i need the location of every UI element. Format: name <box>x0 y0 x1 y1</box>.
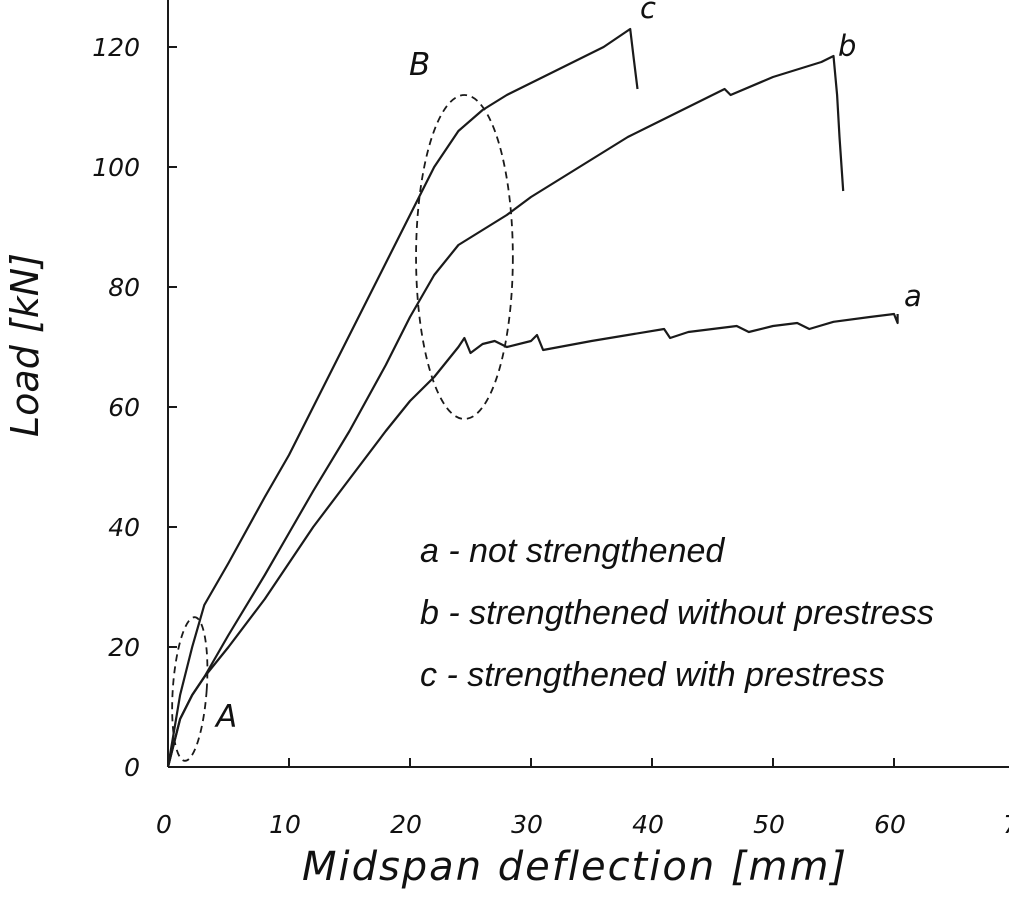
series-curves <box>166 27 899 768</box>
x-tick-label: 60 <box>874 810 906 839</box>
x-tick-label: 40 <box>632 810 664 839</box>
y-axis-title: Load [kN] <box>3 253 47 437</box>
x-tick-label: 10 <box>269 810 301 839</box>
region-b-label: B <box>409 47 430 83</box>
y-tick-label: 40 <box>108 513 140 542</box>
series-line-a <box>166 312 899 768</box>
highlight-regions <box>171 94 514 762</box>
legend-entry-a: a - not strengthened <box>420 532 725 570</box>
region-b-ellipse <box>415 94 514 420</box>
legend: a - not strengthened b - strengthened wi… <box>420 532 934 694</box>
y-tick-label: 120 <box>92 33 140 62</box>
y-tick-label: 60 <box>108 393 140 422</box>
x-tick-label: 7 <box>1003 810 1009 839</box>
legend-entry-b: b - strengthened without prestress <box>420 594 934 632</box>
y-axis-ticks: 0 20 40 60 80 100 120 <box>92 33 177 782</box>
series-line-b <box>166 54 845 768</box>
x-axis-ticks: 0 10 20 30 40 50 60 7 <box>156 758 1009 839</box>
y-tick-label: 20 <box>108 633 140 662</box>
legend-entry-c: c - strengthened with prestress <box>420 656 885 694</box>
x-axis-title: Midspan deflection [mm] <box>302 844 848 890</box>
y-tick-label: 100 <box>92 153 140 182</box>
x-tick-label: 50 <box>753 810 785 839</box>
axes <box>167 0 1009 768</box>
y-tick-label: 0 <box>124 753 140 782</box>
region-a-ellipse <box>171 616 209 762</box>
region-a-label: A <box>214 699 237 735</box>
x-tick-label: 0 <box>156 810 172 839</box>
x-tick-label: 20 <box>390 810 422 839</box>
series-line-c <box>166 27 639 768</box>
curve-labels: A Ba b c <box>214 0 922 735</box>
curve-label-a: a <box>904 279 922 313</box>
x-tick-label: 30 <box>511 810 543 839</box>
curve-label-b: b <box>838 29 856 63</box>
y-tick-label: 80 <box>108 273 140 302</box>
curve-label-c: c <box>640 0 656 25</box>
